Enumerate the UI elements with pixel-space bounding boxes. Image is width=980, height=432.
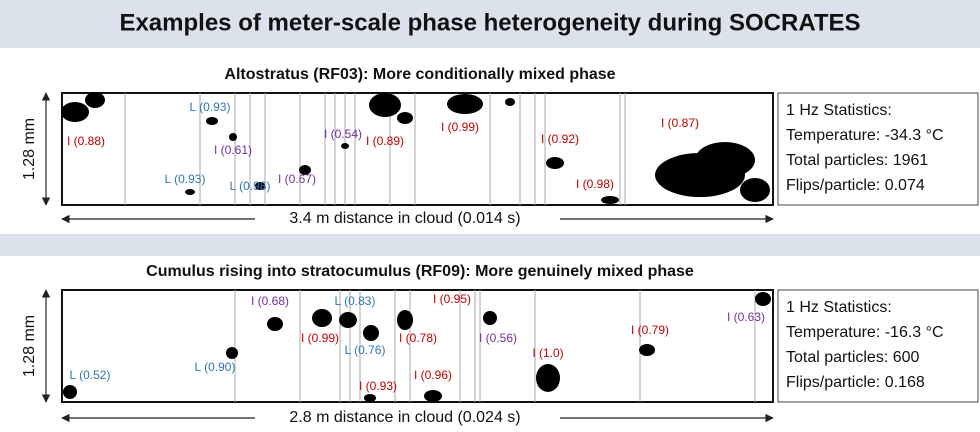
particle: [483, 311, 497, 325]
stats-line: Temperature: -16.3 °C: [786, 324, 944, 341]
particle: [267, 317, 283, 331]
particle-label: I (0.61): [214, 143, 252, 157]
particle: [639, 344, 655, 356]
panel: Cumulus rising into stratocumulus (RF09)…: [21, 263, 979, 426]
particle: [339, 312, 357, 328]
particle: [505, 98, 515, 106]
stats-line: 1 Hz Statistics:: [786, 299, 892, 316]
particle-label: I (0.92): [541, 132, 579, 146]
particle: [364, 394, 376, 402]
particle: [546, 157, 564, 169]
particle-label: I (0.98): [576, 177, 614, 191]
particle-label: L (0.93): [165, 172, 206, 186]
stats-line: 1 Hz Statistics:: [786, 102, 892, 119]
stats-box: [777, 92, 979, 206]
particle-label: I (0.99): [301, 331, 339, 345]
particle-label: I (0.68): [251, 294, 289, 308]
particle: [185, 189, 195, 195]
particle: [755, 292, 771, 306]
stats-line: Temperature: -34.3 °C: [786, 127, 944, 144]
particle: [740, 178, 770, 202]
particle: [363, 325, 379, 341]
particle: [397, 112, 413, 124]
particle: [369, 93, 401, 117]
particle: [601, 196, 619, 204]
distance-label: 3.4 m distance in cloud (0.014 s): [289, 210, 520, 227]
stats-line: Total particles: 1961: [786, 152, 928, 169]
particle: [447, 94, 483, 114]
particle: [695, 142, 755, 178]
particle: [341, 143, 349, 149]
particle-label: I (0.67): [278, 172, 316, 186]
particle-label: L (0.76): [345, 343, 386, 357]
distance-label: 2.8 m distance in cloud (0.024 s): [289, 409, 520, 426]
particle: [312, 309, 332, 327]
particle: [85, 92, 105, 108]
panel-subtitle: Cumulus rising into stratocumulus (RF09)…: [146, 263, 694, 280]
figure-title: Examples of meter-scale phase heterogene…: [119, 9, 860, 36]
particle-label: I (0.79): [631, 323, 669, 337]
particle: [299, 165, 311, 175]
particle-label: L (0.83): [335, 294, 376, 308]
panel-subtitle: Altostratus (RF03): More conditionally m…: [224, 66, 615, 83]
particle-label: I (0.54): [324, 127, 362, 141]
particle-label: I (0.63): [727, 310, 765, 324]
particle: [63, 385, 77, 399]
particle-label: L (0.90): [195, 360, 236, 374]
particle: [397, 310, 413, 330]
particle-label: I (0.78): [399, 331, 437, 345]
stats-line: Flips/particle: 0.168: [786, 374, 925, 391]
particle: [229, 133, 237, 141]
particle-label: I (0.96): [414, 368, 452, 382]
particle-label: I (0.88): [67, 134, 105, 148]
particle-label: I (0.56): [479, 331, 517, 345]
particle-label: I (0.87): [661, 116, 699, 130]
particle: [536, 364, 560, 392]
particle: [61, 102, 89, 122]
particle: [424, 390, 442, 402]
y-label: 1.28 mm: [21, 118, 38, 180]
particle-label: L (0.98): [230, 179, 271, 193]
stats-line: Total particles: 600: [786, 349, 920, 366]
particle-label: I (0.89): [366, 134, 404, 148]
particle-label: L (0.52): [70, 368, 111, 382]
stats-box: [777, 289, 979, 403]
particle-label: I (0.95): [433, 292, 471, 306]
particle-label: L (0.93): [190, 100, 231, 114]
particle: [255, 182, 265, 190]
particle-image: [61, 92, 774, 206]
particle: [206, 117, 218, 125]
particle-image: [61, 289, 774, 403]
particle: [226, 347, 238, 359]
panel: Altostratus (RF03): More conditionally m…: [21, 66, 979, 227]
stats-line: Flips/particle: 0.074: [786, 177, 925, 194]
particle-label: I (1.0): [532, 346, 563, 360]
particle-label: I (0.93): [359, 379, 397, 393]
y-label: 1.28 mm: [21, 315, 38, 377]
particle-label: I (0.99): [441, 120, 479, 134]
